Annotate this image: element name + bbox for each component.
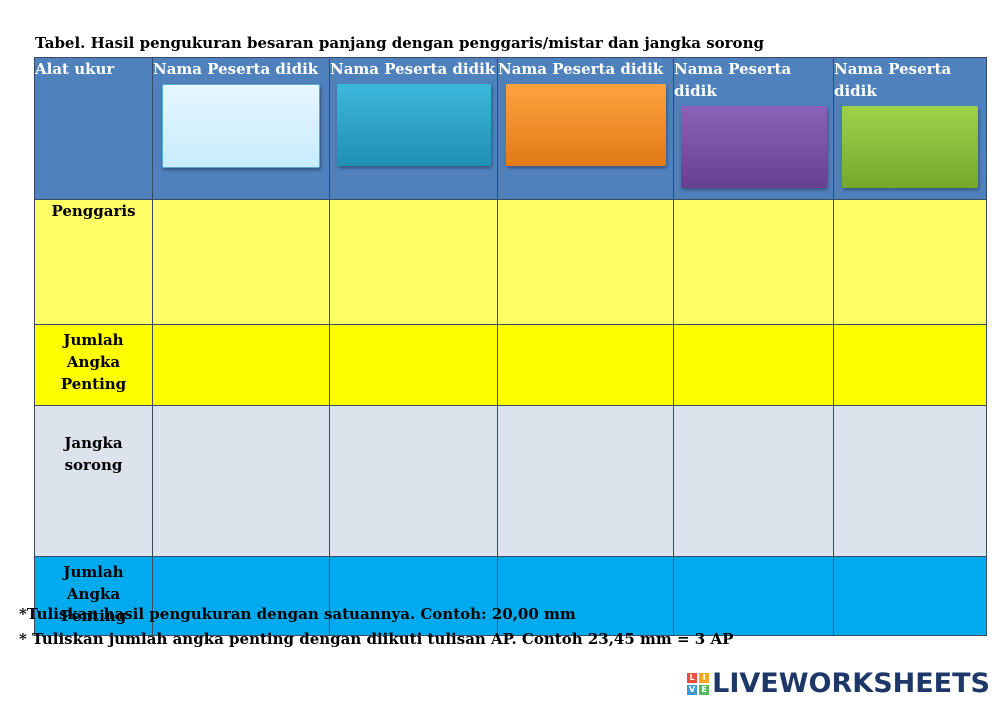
participant-label: Nama Peserta didik [330, 60, 496, 78]
answer-cell[interactable] [329, 405, 498, 557]
logo-mark-icon: L I V E [687, 672, 710, 695]
name-input-box-2[interactable] [336, 84, 491, 166]
answer-cell[interactable] [152, 556, 330, 636]
answer-cell[interactable] [497, 324, 674, 406]
participant-label: Nama Peserta didik [498, 60, 664, 78]
header-participant-5: Nama Peserta didik [833, 57, 987, 200]
answer-cell[interactable] [673, 556, 834, 636]
answer-cell[interactable] [833, 405, 987, 557]
participant-label: Nama Peserta didik [834, 60, 952, 100]
row-label-jumlah-angka-penting-2: Jumlah Angka Penting [34, 556, 153, 636]
answer-cell[interactable] [497, 405, 674, 557]
answer-cell[interactable] [833, 324, 987, 406]
row-label-jumlah-angka-penting: Jumlah Angka Penting [34, 324, 153, 406]
answer-cell[interactable] [152, 405, 330, 557]
header-alat-ukur: Alat ukur [34, 57, 153, 200]
row-label-penggaris: Penggaris [34, 199, 153, 325]
header-row: Alat ukur Nama Peserta didik Nama Pesert… [34, 57, 987, 200]
participant-label: Nama Peserta didik [674, 60, 792, 100]
header-participant-2: Nama Peserta didik [329, 57, 498, 200]
answer-cell[interactable] [152, 324, 330, 406]
answer-cell[interactable] [329, 199, 498, 325]
answer-cell[interactable] [329, 556, 498, 636]
table-row: Jangka sorong [34, 405, 987, 557]
answer-cell[interactable] [673, 405, 834, 557]
answer-cell[interactable] [152, 199, 330, 325]
table-row: Jumlah Angka Penting [34, 556, 987, 636]
note-satuan: *Tuliskan hasil pengukuran dengan satuan… [19, 605, 576, 623]
table-row: Jumlah Angka Penting [34, 324, 987, 406]
answer-cell[interactable] [329, 324, 498, 406]
measurement-table: Alat ukur Nama Peserta didik Nama Pesert… [34, 57, 987, 636]
table-title: Tabel. Hasil pengukuran besaran panjang … [35, 34, 764, 52]
name-input-box-3[interactable] [505, 84, 666, 166]
answer-cell[interactable] [833, 199, 987, 325]
row-label-jangka-sorong: Jangka sorong [34, 405, 153, 557]
answer-cell[interactable] [833, 556, 987, 636]
participant-label: Nama Peserta didik [153, 60, 319, 78]
header-participant-1: Nama Peserta didik [152, 57, 330, 200]
name-input-box-5[interactable] [842, 106, 978, 188]
name-input-box-4[interactable] [680, 106, 827, 188]
answer-cell[interactable] [497, 199, 674, 325]
header-participant-4: Nama Peserta didik [673, 57, 834, 200]
answer-cell[interactable] [497, 556, 674, 636]
table-row: Penggaris [34, 199, 987, 325]
header-participant-3: Nama Peserta didik [497, 57, 674, 200]
answer-cell[interactable] [673, 199, 834, 325]
answer-cell[interactable] [673, 324, 834, 406]
liveworksheets-logo: L I V E LIVEWORKSHEETS [687, 668, 990, 699]
brand-name: LIVEWORKSHEETS [712, 668, 990, 699]
note-angka-penting: * Tuliskan jumlah angka penting dengan d… [19, 630, 734, 648]
name-input-box-1[interactable] [162, 84, 320, 168]
